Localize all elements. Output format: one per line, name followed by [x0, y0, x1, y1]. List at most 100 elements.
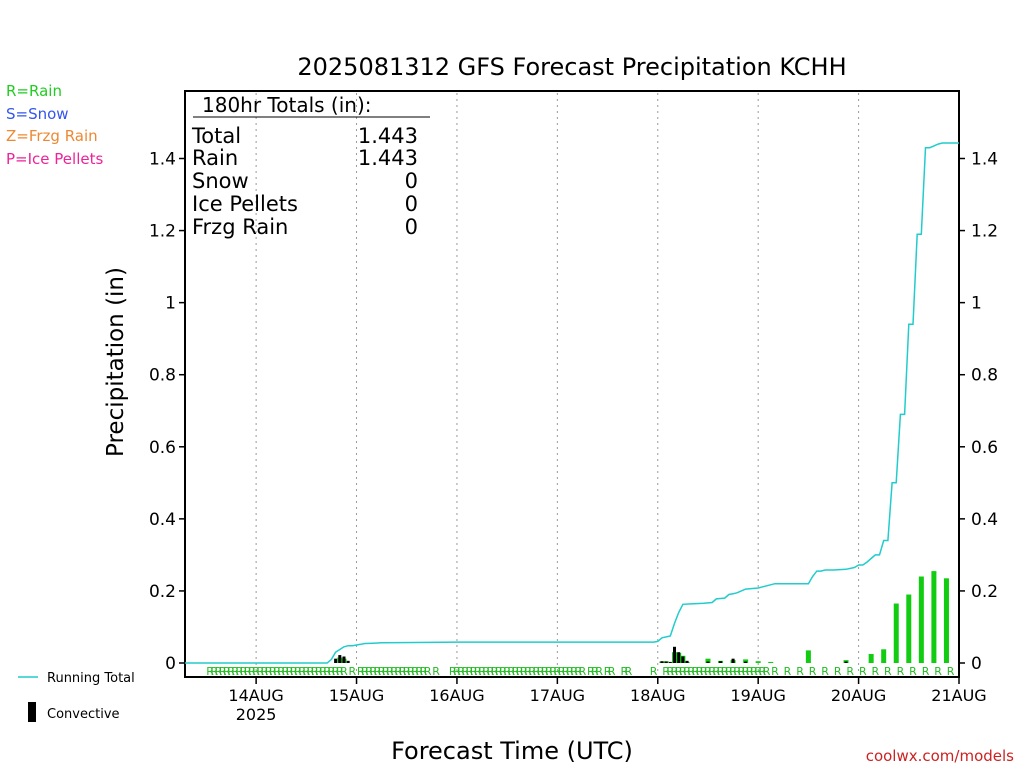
- precip-type-marker-122: R: [834, 665, 842, 678]
- precip-type-marker-13: R: [261, 665, 269, 678]
- x-tick-label-7: 21AUG: [931, 686, 986, 705]
- precip-type-marker-60: R: [482, 665, 490, 678]
- precip-type-marker-37: R: [369, 665, 377, 678]
- plot-frame: [184, 90, 960, 678]
- x-axis-label: Forecast Time (UTC): [391, 737, 633, 765]
- precip-type-marker-115: R: [759, 665, 767, 678]
- precip-type-marker-15: R: [269, 665, 277, 678]
- precip-type-marker-97: R: [683, 665, 691, 678]
- precip-type-marker-95: R: [675, 665, 683, 678]
- precip-type-marker-36: R: [365, 665, 373, 678]
- precip-type-marker-96: R: [679, 665, 687, 678]
- precip-type-marker-74: R: [541, 665, 549, 678]
- precip-type-marker-42: R: [390, 665, 398, 678]
- y-tick-label-right-5: 1: [971, 294, 982, 314]
- precip-type-marker-23: R: [303, 665, 311, 678]
- precip-type-marker-27: R: [319, 665, 327, 678]
- precip-type-marker-72: R: [533, 665, 541, 678]
- precip-type-marker-120: R: [809, 665, 817, 678]
- y-axis-label: Precipitation (in): [103, 267, 129, 457]
- precip-type-marker-55: R: [461, 665, 469, 678]
- y-tick-label-left-5: 1: [165, 294, 176, 314]
- precip-type-marker-129: R: [922, 665, 930, 678]
- legend-ice-pellets: P=Ice Pellets: [6, 150, 103, 168]
- precip-type-marker-85: R: [591, 665, 599, 678]
- rain-bar-22: [943, 578, 949, 663]
- precip-type-marker-26: R: [315, 665, 323, 678]
- precip-type-marker-102: R: [704, 665, 712, 678]
- precip-type-marker-57: R: [470, 665, 478, 678]
- precip-type-marker-2: R: [215, 665, 223, 678]
- precip-type-marker-10: R: [248, 665, 256, 678]
- y-tick-label-left-1: 0.2: [149, 582, 176, 602]
- precip-type-marker-29: R: [328, 665, 336, 678]
- precip-type-marker-28: R: [323, 665, 331, 678]
- precip-type-marker-24: R: [307, 665, 315, 678]
- rain-bar-8: [705, 658, 711, 663]
- convective-bar-13: [731, 658, 735, 663]
- precip-type-marker-91: R: [650, 665, 658, 678]
- convective-bar-5: [664, 661, 668, 663]
- precip-type-marker-93: R: [666, 665, 674, 678]
- y-tick-label-right-1: 0.2: [971, 582, 998, 602]
- convective-bar-9: [681, 656, 685, 663]
- y-tick-label-left-7: 1.4: [149, 150, 176, 170]
- precip-type-marker-119: R: [796, 665, 804, 678]
- precip-type-marker-103: R: [708, 665, 716, 678]
- precip-type-marker-17: R: [277, 665, 285, 678]
- precip-type-marker-112: R: [746, 665, 754, 678]
- rain-bar-14: [805, 650, 811, 663]
- precip-type-marker-4: R: [223, 665, 231, 678]
- rain-bar-19: [906, 594, 912, 663]
- totals-header: 180hr Totals (in):: [202, 93, 372, 117]
- y-tick-label-right-3: 0.6: [971, 438, 998, 458]
- totals-value-rain: 1.443: [358, 146, 418, 170]
- precip-type-marker-14: R: [265, 665, 273, 678]
- totals-value-ice-pellets: 0: [405, 192, 418, 216]
- rain-bar-20: [918, 576, 924, 663]
- convective-legend-swatch: [28, 702, 36, 722]
- credit-text: coolwx.com/models: [866, 747, 1014, 765]
- rain-bar-18: [893, 603, 899, 663]
- precip-type-marker-125: R: [871, 665, 879, 678]
- precip-type-marker-89: R: [620, 665, 628, 678]
- precip-type-marker-20: R: [290, 665, 298, 678]
- precip-type-marker-105: R: [717, 665, 725, 678]
- precip-type-marker-58: R: [474, 665, 482, 678]
- precip-type-marker-87: R: [604, 665, 612, 678]
- precip-type-marker-81: R: [570, 665, 578, 678]
- precip-type-marker-90: R: [625, 665, 633, 678]
- precip-type-marker-128: R: [909, 665, 917, 678]
- precip-type-marker-39: R: [378, 665, 386, 678]
- precip-type-marker-9: R: [244, 665, 252, 678]
- precip-type-marker-78: R: [558, 665, 566, 678]
- precip-type-marker-59: R: [478, 665, 486, 678]
- precip-type-marker-116: R: [763, 665, 771, 678]
- y-tick-label-left-0: 0: [165, 654, 176, 674]
- rain-bar-11: [743, 659, 749, 663]
- precip-type-marker-52: R: [449, 665, 457, 678]
- convective-bar-15: [844, 661, 848, 663]
- convective-bar-2: [342, 656, 346, 663]
- precip-type-marker-44: R: [399, 665, 407, 678]
- precip-type-marker-84: R: [587, 665, 595, 678]
- precip-type-marker-30: R: [332, 665, 340, 678]
- series-legend: Running Total Convective: [18, 671, 135, 722]
- precip-type-marker-11: R: [252, 665, 260, 678]
- precip-type-marker-113: R: [750, 665, 758, 678]
- precip-type-marker-104: R: [713, 665, 721, 678]
- chart-title: 2025081312 GFS Forecast Precipitation KC…: [297, 53, 846, 81]
- precip-type-marker-41: R: [386, 665, 394, 678]
- precip-type-marker-64: R: [499, 665, 507, 678]
- precip-type-marker-71: R: [528, 665, 536, 678]
- precip-bars: [334, 571, 949, 663]
- precip-type-marker-100: R: [696, 665, 704, 678]
- precip-type-marker-43: R: [395, 665, 403, 678]
- precip-type-marker-51: R: [432, 665, 440, 678]
- precip-type-marker-12: R: [256, 665, 264, 678]
- precip-type-marker-111: R: [742, 665, 750, 678]
- y-tick-label-left-4: 0.8: [149, 366, 176, 386]
- precip-type-marker-68: R: [516, 665, 524, 678]
